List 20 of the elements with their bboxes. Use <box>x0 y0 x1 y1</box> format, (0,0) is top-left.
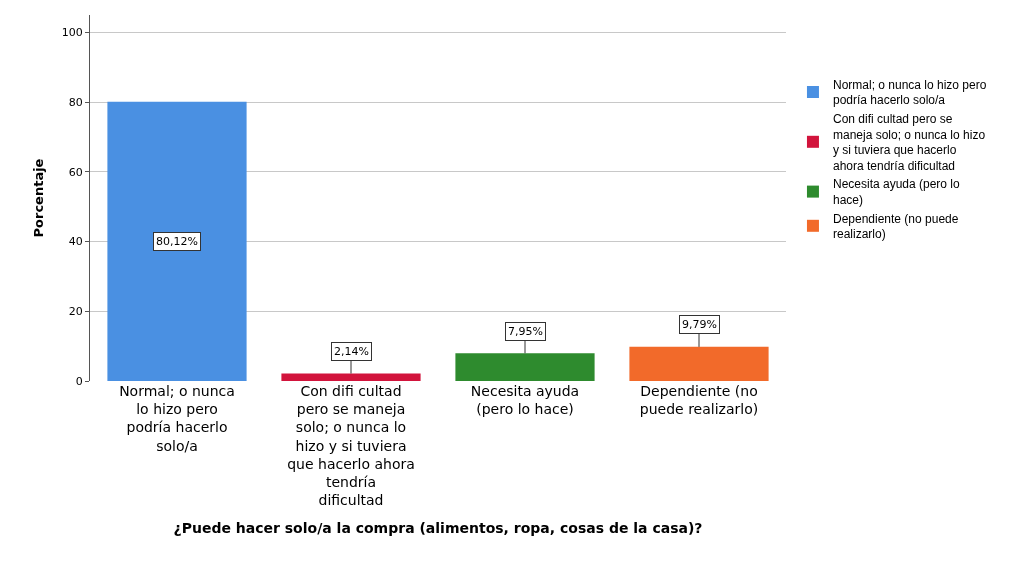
y-axis-title: Porcentaje <box>30 158 46 238</box>
y-tick-label: 0 <box>75 374 83 388</box>
data-label: 2,14% <box>334 345 369 358</box>
legend-label: Dependiente (no puede realizarlo) <box>832 211 959 242</box>
x-tick-label: Necesita ayuda (pero lo hace) <box>470 383 580 418</box>
legend-label: Con difi cultad pero se maneja solo; o nunca lo hizo y si tuviera que hacerlo ahora tendría dificultad <box>832 112 986 173</box>
x-tick-label: Dependiente (no puede realizarlo) <box>639 383 759 418</box>
x-tick-label: Normal; o nunca lo hizo pero podría hacerlo solo/a <box>119 383 235 454</box>
legend-label: Normal; o nunca lo hizo pero podría hacerlo solo/a <box>832 77 987 108</box>
y-tick-label: 80 <box>68 95 83 109</box>
y-tick-label: 60 <box>68 165 83 179</box>
x-axis-title: ¿Puede hacer solo/a la compra (alimentos, ropa, cosas de la casa)? <box>173 519 703 536</box>
y-tick-label: 20 <box>68 305 83 319</box>
data-label: 80,12% <box>156 235 198 248</box>
legend-label: Necesita ayuda (pero lo hace) <box>832 177 961 208</box>
y-tick-label: 40 <box>68 235 83 249</box>
x-tick-label: Con difi cultad pero se maneja solo; o nunca lo hizo y si tuviera que hacerlo ahora tendría dificultad <box>287 383 415 509</box>
y-tick-label: 100 <box>61 26 83 40</box>
data-label: 9,79% <box>682 318 717 331</box>
data-label: 7,95% <box>508 325 543 338</box>
